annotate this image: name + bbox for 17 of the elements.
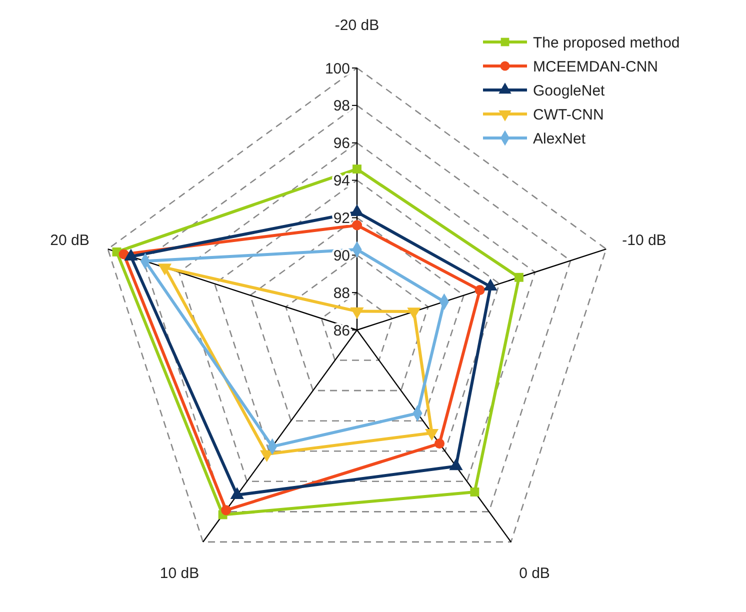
spoke-label: 0 dB [519,565,550,582]
y-tick-label: 98 [333,98,350,115]
spoke-label: 10 dB [160,565,200,582]
y-tick-label: 90 [333,247,350,264]
y-tick-label: 86 [333,322,350,340]
y-tick-label: 88 [333,284,350,302]
legend-label: AlexNet [533,130,586,148]
legend-label: The proposed method [533,34,680,52]
spoke-label: 20 dB [50,232,90,249]
y-tick-label: 94 [333,172,350,190]
legend-label: CWT-CNN [533,106,604,124]
legend-label: GoogleNet [533,82,606,100]
y-tick-label: 96 [333,135,350,152]
spoke-label: -20 dB [334,17,380,34]
legend-label: MCEEMDAN-CNN [533,58,658,76]
y-tick-label: 100 [324,60,350,78]
spoke-label: -10 dB [622,232,666,249]
